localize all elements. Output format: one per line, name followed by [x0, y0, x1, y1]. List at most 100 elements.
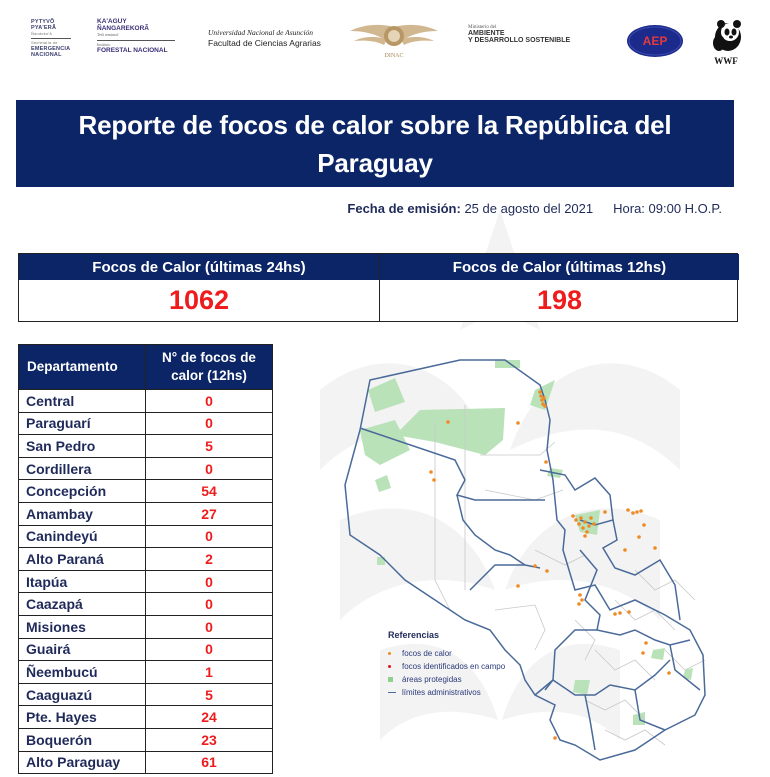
- sen-logo-line1: PYTYVÕ: [31, 19, 55, 25]
- table-row: Boquerón 23: [18, 727, 273, 752]
- department-count: 5: [145, 682, 273, 707]
- aep-oval-icon: AEP: [627, 25, 683, 57]
- department-count: 0: [145, 614, 273, 639]
- mades-logo-line3: Y DESARROLLO SOSTENIBLE: [468, 37, 571, 44]
- hotspot-totals-table: Focos de Calor (últimas 24hs) 1062 Focos…: [18, 253, 739, 322]
- department-name: Concepción: [18, 479, 146, 503]
- una-logo-line1: Universidad Nacional de Asunción: [208, 28, 314, 37]
- sen-logo-sub1: Ñandeko'ã: [31, 31, 52, 36]
- protected-areas: [360, 360, 693, 725]
- department-borders: [344, 359, 706, 761]
- dinac-wings-icon: DINAC: [350, 24, 438, 59]
- table-row: Misiones 0: [18, 614, 273, 639]
- report-title-banner: Reporte de focos de calor sobre la Repúb…: [16, 100, 734, 187]
- legend-item-protected-areas: áreas protegidas: [388, 675, 518, 684]
- infona-logo: KA'AGUY ÑANGAREKORÃ Tetã remimoĩ Institu…: [97, 18, 193, 55]
- legend-item-field-hotspots: focos identificados en campo: [388, 662, 518, 671]
- wwf-logo: WWF: [706, 18, 746, 68]
- legend-label: áreas protegidas: [402, 675, 462, 684]
- column-header-count: N° de focos de calor (12hs): [145, 344, 273, 390]
- department-name: Misiones: [18, 614, 146, 639]
- green-square-icon: [388, 677, 393, 682]
- orange-dot-icon: [388, 652, 391, 655]
- mades-logo-line1: Ministerio del: [468, 25, 497, 30]
- stat-12h-label: Focos de Calor (últimas 12hs): [380, 254, 739, 280]
- una-logo-line2: Facultad de Ciencias Agrarias: [208, 38, 321, 48]
- table-row: Central 0: [18, 389, 273, 413]
- table-row: Ñeembucú 1: [18, 660, 273, 684]
- infona-logo-line1: KA'AGUY: [97, 18, 127, 25]
- table-row: Pte. Hayes 24: [18, 705, 273, 729]
- paraguay-hotspot-map: [344, 359, 706, 761]
- map-legend: Referencias focos de calor focos identif…: [388, 630, 518, 701]
- legend-item-admin-limits: límites administrativos: [388, 688, 518, 697]
- aep-logo: AEP: [626, 24, 684, 58]
- department-count: 23: [145, 727, 273, 752]
- table-row: Caaguazú 5: [18, 682, 273, 707]
- stat-24h: Focos de Calor (últimas 24hs) 1062: [19, 254, 379, 321]
- department-count: 0: [145, 389, 273, 413]
- department-count: 54: [145, 479, 273, 503]
- table-row: Guairá 0: [18, 637, 273, 662]
- stat-24h-label: Focos de Calor (últimas 24hs): [19, 254, 379, 280]
- line-icon: [388, 692, 396, 693]
- sen-logo-sub2: Secretaría de: [31, 40, 58, 45]
- department-count: 27: [145, 501, 273, 526]
- table-row: San Pedro 5: [18, 434, 273, 458]
- infona-logo-sub2: Instituto: [97, 41, 111, 47]
- table-row: Paraguarí 0: [18, 411, 273, 436]
- department-count: 0: [145, 592, 273, 616]
- partner-logos-bar: PYTYVÕ PYA'ERÃ Ñandeko'ã Secretaría de E…: [0, 0, 770, 80]
- legend-label: límites administrativos: [402, 688, 481, 697]
- department-table: Departamento N° de focos de calor (12hs)…: [18, 344, 273, 775]
- sen-logo-line4: NACIONAL: [31, 52, 62, 58]
- column-header-department: Departamento: [18, 344, 146, 390]
- table-row: Cordillera 0: [18, 456, 273, 481]
- department-table-body: Central 0 Paraguarí 0 San Pedro 5 Cordiller…: [18, 389, 273, 775]
- emission-info: Fecha de emisión: 25 de agosto del 2021 H…: [0, 201, 722, 216]
- department-count: 0: [145, 569, 273, 594]
- svg-text:DINAC: DINAC: [385, 53, 404, 59]
- department-count: 1: [145, 660, 273, 684]
- stat-24h-value: 1062: [168, 285, 230, 315]
- panda-icon: WWF: [713, 20, 741, 66]
- department-name: Amambay: [18, 501, 146, 526]
- mades-logo-line2: AMBIENTE: [468, 30, 505, 37]
- department-name: Canindeyú: [18, 524, 146, 549]
- legend-title: Referencias: [388, 630, 440, 640]
- svg-text:WWF: WWF: [714, 56, 738, 66]
- table-header-row: Departamento N° de focos de calor (12hs): [18, 344, 273, 390]
- table-row: Concepción 54: [18, 479, 273, 503]
- table-row: Alto Paraná 2: [18, 547, 273, 571]
- department-name: Pte. Hayes: [18, 705, 146, 729]
- sen-logo-line2: PYA'ERÃ: [31, 25, 57, 31]
- page-title: Reporte de focos de calor sobre la Repúb…: [78, 109, 672, 178]
- department-name: Caazapá: [18, 592, 146, 616]
- department-count: 0: [145, 411, 273, 436]
- stat-12h: Focos de Calor (últimas 12hs) 198: [379, 254, 739, 321]
- sen-logo-line3: EMERGENCIA: [31, 46, 71, 52]
- department-count: 0: [145, 524, 273, 549]
- department-count: 2: [145, 547, 273, 571]
- department-name: Ñeembucú: [18, 660, 146, 684]
- divider: [97, 39, 175, 41]
- stat-12h-value: 198: [536, 285, 583, 315]
- table-row: Itapúa 0: [18, 569, 273, 594]
- country-outline: [344, 359, 706, 761]
- department-name: Caaguazú: [18, 682, 146, 707]
- department-name: Paraguarí: [18, 411, 146, 436]
- legend-label: focos de calor: [402, 649, 452, 658]
- table-row: Caazapá 0: [18, 592, 273, 616]
- emission-time: Hora: 09:00 H.O.P.: [613, 201, 722, 216]
- department-name: San Pedro: [18, 434, 146, 458]
- infona-logo-line3: FORESTAL NACIONAL: [97, 47, 168, 54]
- department-count: 5: [145, 434, 273, 458]
- legend-item-hotspots: focos de calor: [388, 649, 518, 658]
- emission-date-value: 25 de agosto del 2021: [464, 201, 594, 216]
- infona-logo-line2: ÑANGAREKORÃ: [97, 24, 149, 32]
- sen-logo: PYTYVÕ PYA'ERÃ Ñandeko'ã Secretaría de E…: [31, 19, 83, 58]
- divider: [31, 38, 71, 39]
- hotspot-points: [429, 390, 671, 740]
- legend-label: focos identificados en campo: [402, 662, 506, 671]
- department-name: Alto Paraná: [18, 547, 146, 571]
